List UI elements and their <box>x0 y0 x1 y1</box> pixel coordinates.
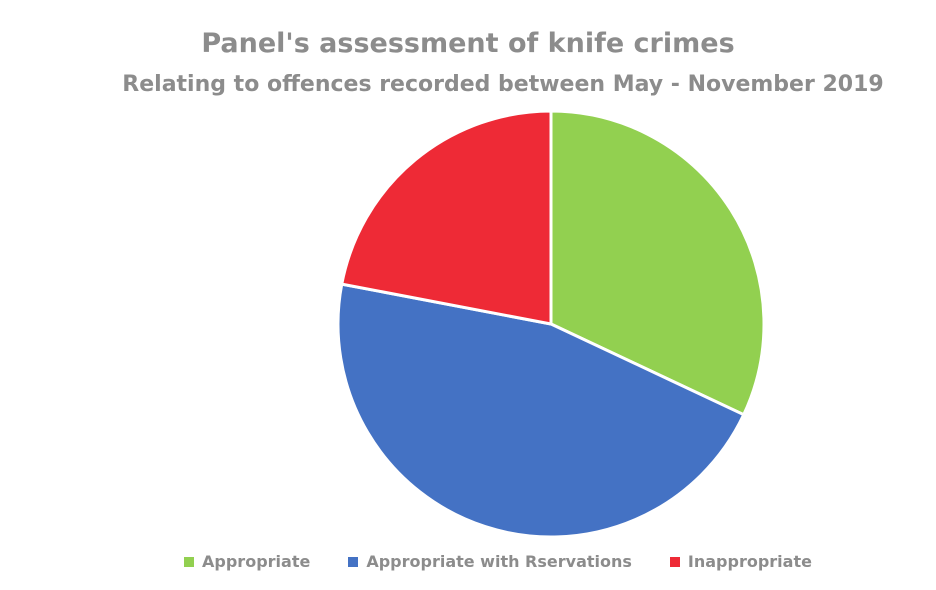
pie-slice-appropriate <box>549 109 766 417</box>
chart-title: Panel's assessment of knife crimes <box>201 28 735 59</box>
pie-slice-appropriate-with-rservations <box>336 282 746 539</box>
chart-legend: Appropriate Appropriate with Rservations… <box>0 552 936 571</box>
legend-item-appropriate-with-reservations: Appropriate with Rservations <box>348 552 632 571</box>
legend-item-inappropriate: Inappropriate <box>669 552 812 571</box>
chart-subtitle: Relating to offences recorded between Ma… <box>122 72 884 97</box>
legend-label-inappropriate: Inappropriate <box>687 552 812 571</box>
legend-item-appropriate: Appropriate <box>184 552 310 571</box>
legend-swatch-inappropriate <box>669 556 680 567</box>
legend-label-appropriate-with-reservations: Appropriate with Rservations <box>366 552 632 571</box>
legend-label-appropriate: Appropriate <box>202 552 311 571</box>
pie-slice-inappropriate <box>340 109 553 326</box>
legend-swatch-appropriate <box>184 556 195 567</box>
legend-swatch-appropriate-with-reservations <box>348 556 359 567</box>
